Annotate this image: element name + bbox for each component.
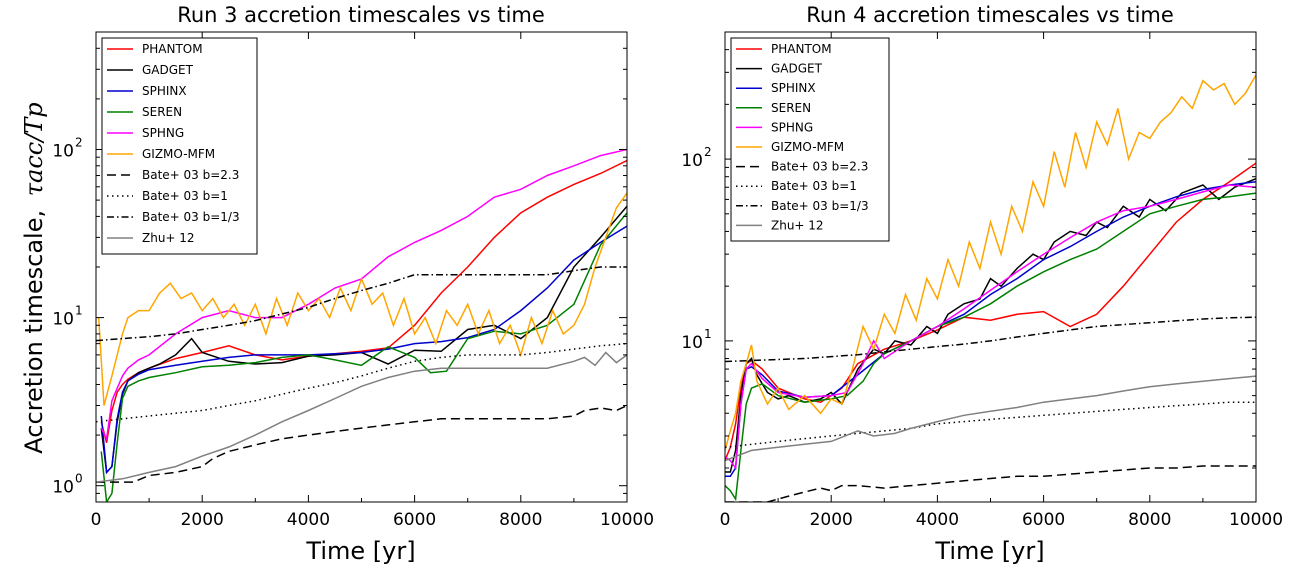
legend-label: Zhu+ 12	[771, 218, 824, 232]
y-tick-label-exponent: 2	[704, 145, 712, 159]
legend-label: GIZMO-MFM	[142, 147, 215, 161]
panel-title: Run 3 accretion timescales vs time	[177, 3, 545, 27]
y-tick-label: 10	[681, 333, 703, 353]
series-line-gizmo-mfm	[97, 192, 627, 406]
legend-item-gadget: GADGET	[736, 62, 823, 76]
legend-label: GADGET	[142, 63, 194, 77]
series-line-sphinx	[100, 225, 627, 475]
y-axis-label-symbol: τacc/Tp	[20, 102, 48, 196]
legend-label: SEREN	[771, 101, 811, 115]
y-axis-label: Accretion timescale, τacc/Tp	[20, 102, 48, 453]
series-line-sphng	[725, 184, 1256, 471]
legend-item-zhu-12: Zhu+ 12	[736, 218, 824, 232]
x-tick-label: 10000	[600, 510, 654, 530]
x-tick-label: 10000	[1229, 510, 1283, 530]
y-tick-label: 10	[52, 478, 74, 498]
legend-item-sphinx: SPHINX	[736, 81, 816, 95]
series-line-bate-03-b-2-3	[96, 404, 627, 483]
legend-label: PHANTOM	[771, 42, 832, 56]
legend-label: GIZMO-MFM	[771, 140, 844, 154]
x-axis-label: Time [yr]	[934, 537, 1044, 565]
y-tick-label: 10	[52, 310, 74, 330]
legend-label: Bate+ 03 b=1	[771, 179, 857, 193]
x-tick-label: 2000	[181, 510, 224, 530]
series-line-gizmo-mfm	[725, 74, 1256, 451]
y-tick-label: 10	[52, 142, 74, 162]
legend-label: Zhu+ 12	[142, 231, 195, 245]
legend-label: SPHINX	[142, 84, 187, 98]
legend-label: SEREN	[142, 105, 182, 119]
y-tick-label-exponent: 0	[75, 472, 83, 486]
series-line-bate-03-b-1-3	[96, 266, 627, 342]
legend: PHANTOM GADGET SPHINX SEREN SPHNG GIZMO-MFM Ba…	[730, 37, 890, 242]
legend-item-phantom: PHANTOM	[107, 42, 203, 56]
x-tick-label: 8000	[499, 510, 542, 530]
legend-frame	[101, 37, 258, 255]
legend-label: Bate+ 03 b=1/3	[771, 199, 869, 213]
legend-item-bate-03-b-1: Bate+ 03 b=1	[736, 179, 857, 193]
legend-label: Bate+ 03 b=1/3	[142, 210, 240, 224]
series-line-seren	[100, 212, 627, 502]
legend-label: GADGET	[771, 62, 823, 76]
x-tick-label: 0	[91, 510, 102, 530]
x-axis-label: Time [yr]	[305, 537, 415, 565]
y-tick-label: 10	[681, 151, 703, 171]
legend-item-bate-03-b-2-3: Bate+ 03 b=2.3	[736, 160, 868, 174]
x-tick-label: 0	[720, 510, 731, 530]
y-axis-label-text: Accretion timescale,	[20, 210, 48, 454]
panel-title: Run 4 accretion timescales vs time	[806, 3, 1174, 27]
legend-label: SPHNG	[142, 126, 184, 140]
series-line-zhu-12	[96, 351, 627, 483]
series-line-bate-03-b-1-3	[725, 316, 1256, 363]
plot-area	[725, 74, 1256, 502]
y-tick-label-exponent: 1	[75, 304, 83, 318]
legend-label: Bate+ 03 b=2.3	[142, 168, 239, 182]
plot-area	[96, 148, 627, 502]
y-tick-label-exponent: 1	[704, 327, 712, 341]
legend-item-seren: SEREN	[107, 105, 182, 119]
legend-item-sphng: SPHNG	[107, 126, 184, 140]
legend-item-seren: SEREN	[736, 101, 811, 115]
series-line-phantom	[100, 159, 627, 443]
x-tick-label: 4000	[287, 510, 330, 530]
legend-item-gizmo-mfm: GIZMO-MFM	[107, 147, 215, 161]
legend-item-gizmo-mfm: GIZMO-MFM	[736, 140, 844, 154]
legend-item-bate-03-b-1: Bate+ 03 b=1	[107, 189, 228, 203]
series-line-seren	[725, 192, 1256, 502]
series-line-gadget	[725, 178, 1256, 473]
legend-item-sphinx: SPHINX	[107, 84, 187, 98]
series-line-bate-03-b-2-3	[725, 465, 1256, 502]
series-line-sphng	[100, 148, 627, 442]
legend-item-bate-03-b-1-3: Bate+ 03 b=1/3	[107, 210, 240, 224]
legend-label: SPHINX	[771, 81, 816, 95]
legend: PHANTOM GADGET SPHINX SEREN SPHNG GIZMO-MFM Ba…	[101, 37, 258, 255]
legend-frame	[730, 37, 890, 242]
legend-label: Bate+ 03 b=1	[142, 189, 228, 203]
legend-item-phantom: PHANTOM	[736, 42, 832, 56]
y-tick-label-exponent: 2	[75, 136, 83, 150]
x-tick-label: 4000	[916, 510, 959, 530]
series-line-zhu-12	[725, 375, 1256, 462]
legend-item-bate-03-b-1-3: Bate+ 03 b=1/3	[736, 199, 869, 213]
legend-item-sphng: SPHNG	[736, 120, 813, 134]
legend-item-zhu-12: Zhu+ 12	[107, 231, 195, 245]
legend-item-bate-03-b-2-3: Bate+ 03 b=2.3	[107, 168, 239, 182]
x-tick-label: 2000	[810, 510, 853, 530]
panel-run3: Run 3 accretion timescales vs time Time …	[20, 3, 654, 565]
x-tick-label: 6000	[393, 510, 436, 530]
x-tick-label: 8000	[1128, 510, 1171, 530]
panel-run4: Run 4 accretion timescales vs time Time …	[681, 3, 1283, 565]
x-tick-label: 6000	[1022, 510, 1065, 530]
legend-label: SPHNG	[771, 120, 813, 134]
series-line-bate-03-b-1	[725, 401, 1256, 449]
legend-label: PHANTOM	[142, 42, 203, 56]
legend-item-gadget: GADGET	[107, 63, 194, 77]
legend-label: Bate+ 03 b=2.3	[771, 160, 868, 174]
